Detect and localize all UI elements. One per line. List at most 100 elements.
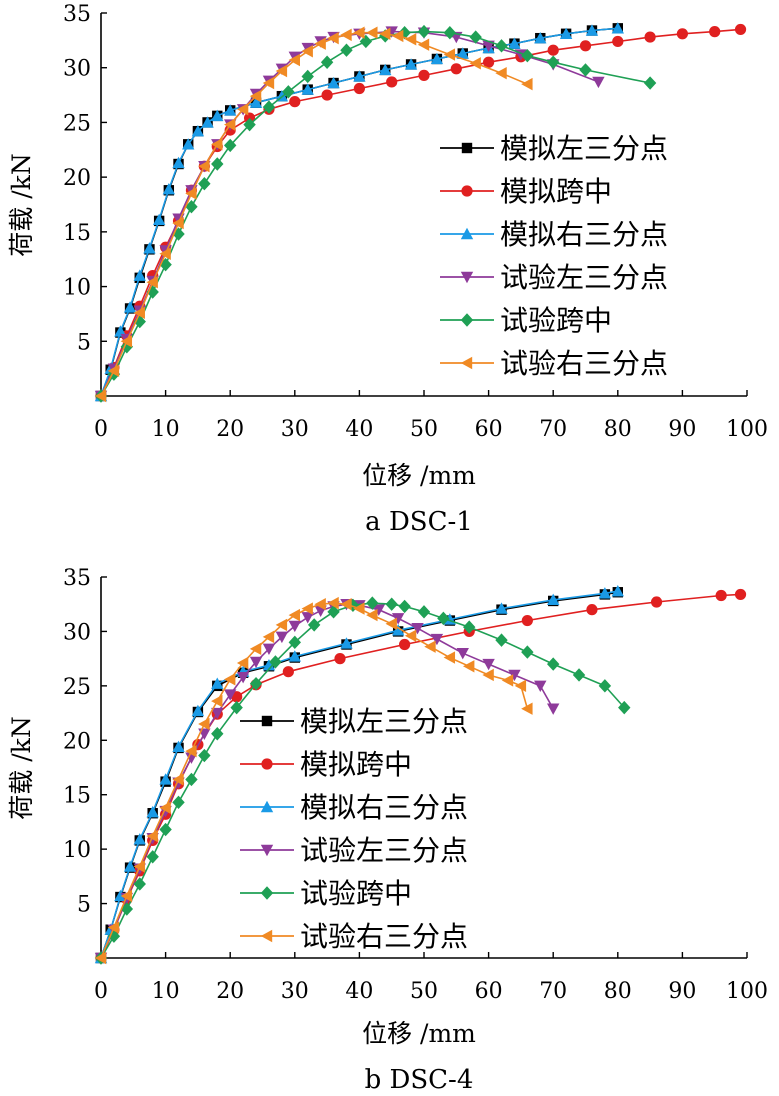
data-point — [269, 655, 282, 669]
data-point — [482, 658, 495, 671]
data-point — [211, 707, 224, 720]
data-point — [123, 301, 137, 313]
data-point — [547, 593, 560, 606]
data-point — [327, 76, 340, 89]
data-point — [120, 902, 134, 916]
x-tick-label: 100 — [726, 417, 768, 442]
data-point — [262, 643, 276, 656]
data-point — [133, 877, 146, 891]
data-point — [559, 27, 573, 39]
data-point — [709, 26, 721, 38]
data-point — [353, 82, 365, 95]
data-point — [114, 325, 127, 337]
data-point — [314, 37, 326, 50]
data-point — [572, 668, 586, 682]
data-point — [534, 680, 547, 693]
data-point — [463, 660, 475, 673]
data-point — [249, 656, 263, 669]
data-point — [676, 28, 689, 40]
data-point — [585, 24, 599, 36]
data-point — [521, 48, 534, 63]
x-tick-label: 70 — [539, 417, 567, 442]
data-point — [340, 43, 353, 57]
data-point — [612, 35, 624, 48]
data-point — [211, 694, 223, 708]
data-point — [159, 773, 172, 785]
data-point — [107, 921, 120, 934]
data-point — [340, 598, 352, 611]
data-point — [224, 138, 237, 153]
data-point — [249, 642, 262, 656]
legend-swatch-marker — [460, 271, 474, 284]
chart-caption: a DSC-1 — [365, 507, 473, 537]
data-point — [514, 679, 527, 693]
data-point — [418, 69, 430, 81]
data-point — [224, 104, 237, 116]
legend-swatch-marker — [260, 929, 273, 943]
x-tick-label: 30 — [281, 417, 309, 442]
data-point — [172, 156, 185, 169]
data-point — [372, 604, 385, 616]
data-point — [236, 671, 250, 684]
legend-label: 试验右三分点 — [500, 347, 668, 380]
legend-label: 模拟左三分点 — [500, 132, 668, 165]
data-point — [456, 47, 469, 59]
data-point — [249, 676, 263, 691]
series-line — [100, 593, 741, 959]
legend-swatch-marker — [261, 715, 273, 727]
data-point — [211, 138, 223, 151]
x-tick-label: 0 — [94, 417, 108, 442]
data-point — [579, 63, 592, 77]
data-point — [230, 700, 243, 715]
chart-dsc-1: 0 10 20 30 40 50 60 70 80 90 100 5 10 15 20 25 30 35 位移 /m… — [7, 2, 768, 537]
data-point — [340, 28, 352, 42]
data-point — [198, 748, 211, 763]
data-point — [469, 30, 482, 44]
chart-caption: b DSC-4 — [365, 1065, 474, 1095]
data-point — [379, 27, 391, 40]
data-point — [391, 613, 405, 625]
data-point — [366, 596, 379, 610]
series-line — [100, 603, 554, 959]
data-point — [198, 160, 210, 173]
data-point — [243, 117, 256, 132]
data-point — [211, 157, 224, 171]
legend-label: 试验跨中 — [500, 304, 612, 337]
data-point — [224, 673, 236, 686]
x-tick-label: 30 — [281, 979, 309, 1004]
data-point — [133, 269, 146, 281]
data-point — [288, 650, 301, 662]
data-point — [182, 138, 195, 150]
legend-label: 试验跨中 — [300, 877, 412, 910]
legend-label: 模拟左三分点 — [300, 705, 468, 738]
x-tick-label: 50 — [410, 979, 438, 1004]
data-point — [450, 63, 462, 75]
data-point — [495, 602, 508, 614]
data-point — [353, 26, 365, 39]
y-tick-label: 5 — [77, 893, 91, 918]
data-point — [618, 700, 631, 715]
data-point — [443, 651, 456, 664]
data-point — [547, 657, 560, 671]
data-point — [327, 31, 339, 45]
data-point — [288, 620, 301, 633]
data-point — [275, 64, 288, 78]
legend-label: 模拟跨中 — [500, 175, 612, 208]
y-tick-label: 5 — [77, 330, 91, 355]
data-point — [456, 648, 469, 660]
x-tick-label: 0 — [94, 979, 108, 1004]
legend-label: 试验左三分点 — [500, 261, 668, 294]
data-point — [301, 69, 314, 84]
x-axis-label: 位移 /mm — [362, 1019, 476, 1048]
series-line — [100, 30, 651, 397]
data-point — [643, 76, 657, 90]
data-point — [391, 29, 404, 43]
x-tick-label: 80 — [604, 417, 632, 442]
data-point — [282, 666, 294, 678]
data-point — [501, 674, 514, 687]
x-tick-label: 40 — [345, 979, 373, 1004]
series-5 — [94, 596, 631, 965]
data-point — [334, 653, 346, 665]
data-point — [289, 96, 301, 108]
data-point — [547, 55, 560, 69]
